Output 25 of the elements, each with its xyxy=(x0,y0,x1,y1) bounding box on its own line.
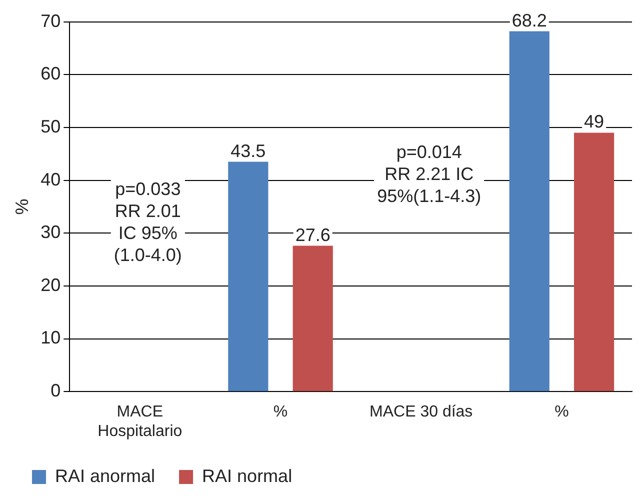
annotation: p=0.014 RR 2.21 IC 95%(1.1-4.3) xyxy=(377,142,482,206)
y-tick-label: 50 xyxy=(40,116,61,136)
x-tick-label: MACE Hospitalario xyxy=(98,404,182,440)
y-tick-label: 20 xyxy=(40,274,61,295)
bar xyxy=(292,246,333,392)
y-tick-label: 70 xyxy=(40,10,61,31)
y-axis-title: % xyxy=(12,198,32,215)
data-label: 27.6 xyxy=(295,224,330,245)
y-tick-label: 30 xyxy=(40,222,61,242)
bar xyxy=(574,132,614,392)
x-tick-label: % xyxy=(273,404,288,421)
y-tick-label: 0 xyxy=(50,380,61,401)
data-label: 43.5 xyxy=(230,140,266,161)
data-label: 49 xyxy=(584,112,604,132)
x-tick-label: % xyxy=(554,404,569,421)
y-tick-label: 60 xyxy=(40,64,61,84)
legend-label: RAI anormal xyxy=(55,466,156,486)
annotation: p=0.033 RR 2.01 IC 95% (1.0-4.0) xyxy=(114,178,182,265)
legend-label: RAI normal xyxy=(202,466,292,486)
y-tick-label: 40 xyxy=(40,169,61,190)
data-label: 68.2 xyxy=(512,10,547,30)
bar xyxy=(509,31,550,392)
y-tick-label: 10 xyxy=(40,328,61,348)
bar xyxy=(228,162,268,392)
x-tick-label: MACE 30 días xyxy=(370,404,473,421)
